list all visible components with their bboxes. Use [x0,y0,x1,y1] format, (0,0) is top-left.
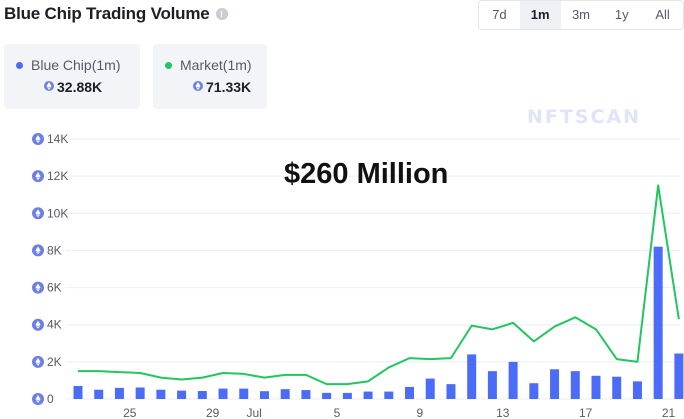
bluechip-stat-label: Blue Chip(1m) [31,57,121,73]
nftscan-watermark: NFTSCAN [527,106,642,128]
bluechip-legend-dot [16,61,23,69]
x-tick-label: 29 [206,406,220,419]
bluechip-bar [218,388,228,399]
bluechip-bar [114,387,124,399]
bluechip-bar [94,389,104,399]
x-tick-label: 17 [579,406,593,419]
y-tick-eth-icon [32,133,44,145]
y-tick-label: 14K [47,132,68,146]
y-tick-eth-icon [32,355,44,368]
bluechip-bar [280,389,290,399]
bluechip-bar [405,386,415,399]
y-tick-label: 4K [47,318,62,332]
y-tick-eth-icon [32,318,44,331]
x-tick-label: 13 [496,406,510,419]
x-tick-label: 5 [334,406,341,419]
y-tick-eth-icon [32,244,44,257]
range-tab-3m[interactable]: 3m [571,7,591,22]
bluechip-stat-value: 32.88K [57,79,103,95]
y-tick-label: 12K [47,169,68,183]
bluechip-bar [446,384,456,399]
bluechip-bar [570,371,580,399]
bluechip-bar [177,390,187,399]
bluechip-bar [612,376,622,399]
bluechip-bar [135,387,145,399]
range-tab-1y[interactable]: 1y [614,7,629,22]
bluechip-bar [632,381,642,399]
y-tick-eth-icon [32,207,44,220]
bluechip-bar [259,391,269,399]
bluechip-bar [363,391,373,399]
x-tick-label: 9 [417,406,424,419]
bluechip-bar [467,354,477,399]
y-tick-label: 2K [47,355,62,369]
y-tick-eth-icon [32,170,44,183]
bluechip-bar [73,386,83,399]
bluechip-bar [342,392,352,399]
eth-icon [193,79,203,95]
bluechip-bar [384,391,394,399]
y-tick-label: 10K [47,206,68,220]
info-icon[interactable]: i [215,8,228,20]
x-tick-label: 21 [662,406,676,419]
eth-icon [44,79,54,95]
bluechip-bar [674,353,684,399]
bluechip-bar [322,392,332,399]
bluechip-bar [487,371,497,399]
x-tick-label: Jul [246,406,261,419]
market-stat-label: Market(1m) [180,57,252,73]
bluechip-bar [425,378,435,399]
y-tick-label: 6K [47,281,62,295]
bluechip-bar [529,383,539,399]
bluechip-bar [301,390,311,399]
market-stat-value: 71.33K [206,79,252,95]
market-stat-card: Market(1m) 71.33K [153,44,267,109]
y-tick-eth-icon [32,393,44,405]
title-row: Blue Chip Trading Volume i [4,4,228,24]
bluechip-bar [156,389,166,399]
range-tab-7d[interactable]: 7d [492,7,507,22]
bluechip-bar [508,361,518,399]
y-tick-label: 8K [47,243,62,257]
range-tab-1m[interactable]: 1m [519,1,561,29]
market-line [78,184,680,386]
bluechip-bar [653,246,663,399]
y-tick-label: 0 [47,392,54,406]
bluechip-bar [591,375,601,399]
market-legend-dot [165,61,172,69]
bluechip-bar [239,388,249,399]
page-title: Blue Chip Trading Volume [4,4,210,23]
bluechip-bar [550,369,560,399]
bluechip-bar [197,391,207,399]
y-tick-eth-icon [32,281,44,294]
bluechip-stat-card: Blue Chip(1m) 32.88K [4,44,140,109]
x-tick-label: 25 [123,406,137,419]
chart-annotation: $260 Million [284,158,449,190]
range-tab-all[interactable]: All [655,7,670,22]
range-selector: 7d 1m 3m 1y All [478,0,684,30]
